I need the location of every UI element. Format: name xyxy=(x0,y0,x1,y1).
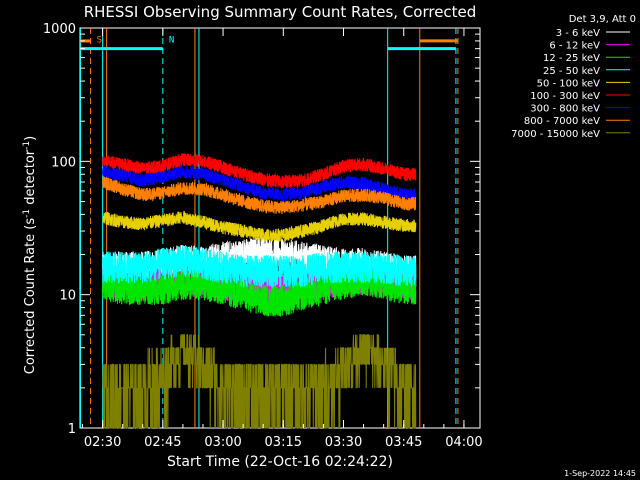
legend-title: Det 3,9, Att 0 xyxy=(569,14,636,25)
legend-label-6: 300 - 800 keV xyxy=(530,104,600,115)
x-tick-label-6: 04:00 xyxy=(445,435,482,450)
series-line-7 xyxy=(102,176,417,215)
y-tick-label-3: 1000 xyxy=(43,22,76,37)
x-tick-label-0: 02:30 xyxy=(84,435,121,450)
y-tick-label-1: 10 xyxy=(59,289,76,304)
axes: 02:30 02:45 03:00 03:15 03:30 03:45 04:00 1 10 10… xyxy=(43,22,483,450)
x-tick-label-5: 03:45 xyxy=(385,435,422,450)
x-axis-label: Start Time (22-Oct-16 02:24:22) xyxy=(167,454,393,470)
legend-label-1: 6 - 12 keV xyxy=(549,41,600,52)
legend-label-0: 3 - 6 keV xyxy=(556,28,600,39)
x-tick-label-2: 03:00 xyxy=(204,435,241,450)
legend-label-3: 25 - 50 keV xyxy=(543,66,600,77)
legend-label-2: 12 - 25 keV xyxy=(543,53,600,64)
marker-label-n: N xyxy=(169,36,174,46)
series-layer xyxy=(102,153,417,429)
marker-label-s: S xyxy=(97,36,102,46)
series-line-8 xyxy=(102,334,417,429)
x-tick-label-4: 03:30 xyxy=(325,435,362,450)
legend-label-4: 50 - 100 keV xyxy=(537,78,601,89)
series-line-6 xyxy=(102,164,417,203)
x-tick-label-1: 02:45 xyxy=(144,435,181,450)
y-axis-label: Corrected Count Rate (s-1 detector-1) xyxy=(22,136,38,374)
legend-label-8: 7000 - 15000 keV xyxy=(511,129,600,140)
series-line-4 xyxy=(102,211,417,242)
series-line-5 xyxy=(102,153,417,190)
footer-date: 1-Sep-2022 14:45 xyxy=(564,469,636,478)
series-line-3 xyxy=(102,244,417,289)
chart-title: RHESSI Observing Summary Count Rates, Co… xyxy=(84,3,477,21)
y-tick-label-2: 100 xyxy=(51,155,76,170)
x-tick-label-3: 03:15 xyxy=(265,435,302,450)
legend-label-5: 100 - 300 keV xyxy=(530,91,600,102)
legend-label-7: 800 - 7000 keV xyxy=(524,116,600,127)
y-tick-label-0: 1 xyxy=(68,422,76,437)
